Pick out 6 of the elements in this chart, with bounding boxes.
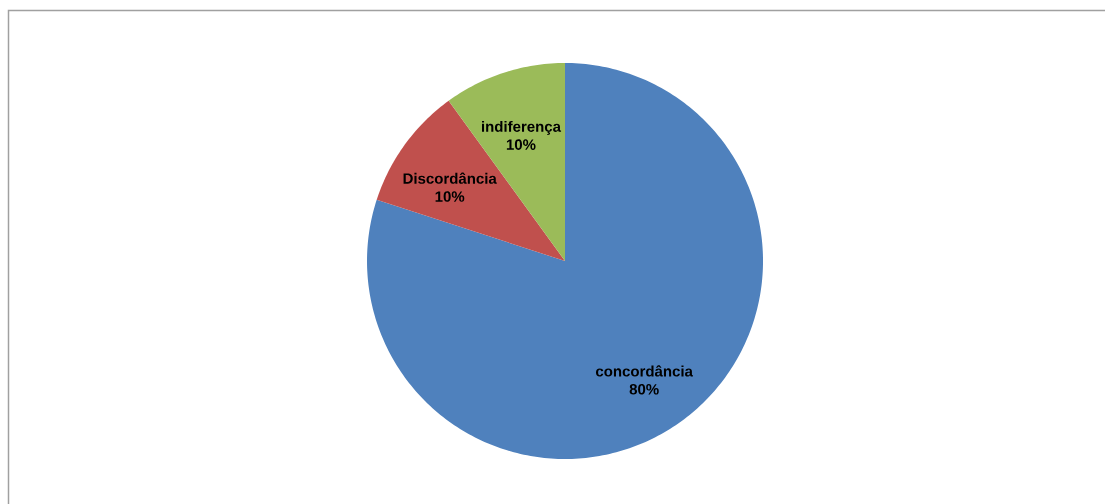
slice-label: Discordância bbox=[403, 172, 497, 184]
slice-label: concordância bbox=[595, 365, 694, 377]
data-label: 10% bbox=[506, 139, 536, 150]
data-label: 10% bbox=[435, 191, 465, 202]
data-label: 80% bbox=[629, 383, 659, 395]
slice-label: indiferença bbox=[482, 120, 562, 135]
